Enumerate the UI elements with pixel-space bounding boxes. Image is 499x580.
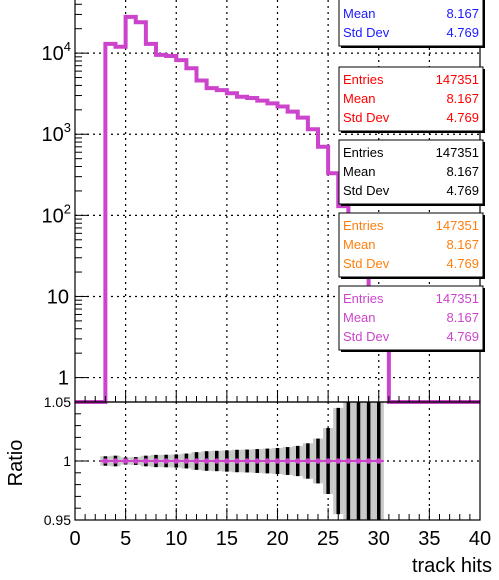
top-y-tick-label: 10 <box>47 286 69 308</box>
x-tick-label: 20 <box>266 528 288 550</box>
stat-box-label: Mean <box>343 310 376 325</box>
stat-box-label: Std Dev <box>343 110 390 125</box>
ratio-y-tick-label: 0.95 <box>44 512 71 528</box>
top-y-tick-label: 104 <box>42 39 71 65</box>
stat-box-value: 4.769 <box>446 25 479 40</box>
x-tick-label: 35 <box>418 528 440 550</box>
stat-box-frame <box>338 66 484 132</box>
stat-box-label: Std Dev <box>343 183 390 198</box>
stat-box-label: Std Dev <box>343 256 390 271</box>
x-tick-label: 30 <box>368 528 390 550</box>
stat-box-frame <box>338 0 484 47</box>
histogram-line <box>75 14 480 404</box>
top-y-tick-label: 102 <box>42 201 71 227</box>
stat-box-frame <box>338 139 484 205</box>
top-y-tick-label: 1 <box>58 368 69 390</box>
stat-box-value: 147351 <box>436 218 479 233</box>
x-tick-label: 5 <box>120 528 131 550</box>
tick-labels: 0 5 10 15 20 25 30 35 40 1 10 102 103 104 0.95 1 1.05 <box>42 39 492 550</box>
stat-box-label: Mean <box>343 164 376 179</box>
stat-box-value: 147351 <box>436 291 479 306</box>
x-axis-label: track hits <box>412 555 492 577</box>
x-tick-label: 10 <box>165 528 187 550</box>
stat-box-label: Std Dev <box>343 329 390 344</box>
stat-box: Entries 147351 Mean 8.167 Std Dev 4.769 <box>338 212 485 279</box>
stat-box-value: 8.167 <box>446 310 479 325</box>
stat-box-value: 8.167 <box>446 237 479 252</box>
stat-box-label: Entries <box>343 291 384 306</box>
stat-box-value: 147351 <box>436 0 479 2</box>
x-tick-label: 25 <box>317 528 339 550</box>
stat-box-value: 147351 <box>436 72 479 87</box>
stat-box-label: Entries <box>343 0 384 2</box>
stat-box-label: Entries <box>343 145 384 160</box>
ratio-y-tick-label: 1 <box>63 453 71 469</box>
stat-box-label: Entries <box>343 218 384 233</box>
stat-box-label: Entries <box>343 72 384 87</box>
stat-box-label: Mean <box>343 91 376 106</box>
stat-box-frame <box>338 212 484 278</box>
axis-ticks <box>74 3 481 521</box>
top-y-tick-label: 103 <box>42 120 71 146</box>
stat-box-value: 4.769 <box>446 256 479 271</box>
stat-box: Entries 147351 Mean 8.167 Std Dev 4.769 <box>338 285 485 352</box>
stat-box-value: 8.167 <box>446 91 479 106</box>
histogram <box>75 14 480 404</box>
ratio-points <box>100 458 384 464</box>
stat-box: Entries 147351 Mean 8.167 Std Dev 4.769 <box>338 139 485 206</box>
stat-box-value: 4.769 <box>446 183 479 198</box>
ratio-y-axis-label: Ratio <box>5 440 27 487</box>
stat-box-value: 4.769 <box>446 110 479 125</box>
x-tick-label: 0 <box>69 528 80 550</box>
stat-box-value: 4.769 <box>446 329 479 344</box>
stat-box-value: 8.167 <box>446 164 479 179</box>
stat-box: Entries 147351 Mean 8.167 Std Dev 4.769 <box>338 0 485 48</box>
stat-box-value: 147351 <box>436 145 479 160</box>
stat-box-frame <box>338 285 484 351</box>
x-tick-label: 40 <box>469 528 491 550</box>
ratio-y-tick-label: 1.05 <box>44 394 71 410</box>
stat-box-label: Mean <box>343 237 376 252</box>
stat-box-label: Std Dev <box>343 25 390 40</box>
stat-box-value: 8.167 <box>446 6 479 21</box>
stat-box-label: Mean <box>343 6 376 21</box>
stat-box: Entries 147351 Mean 8.167 Std Dev 4.769 <box>338 66 485 133</box>
x-tick-label: 15 <box>216 528 238 550</box>
